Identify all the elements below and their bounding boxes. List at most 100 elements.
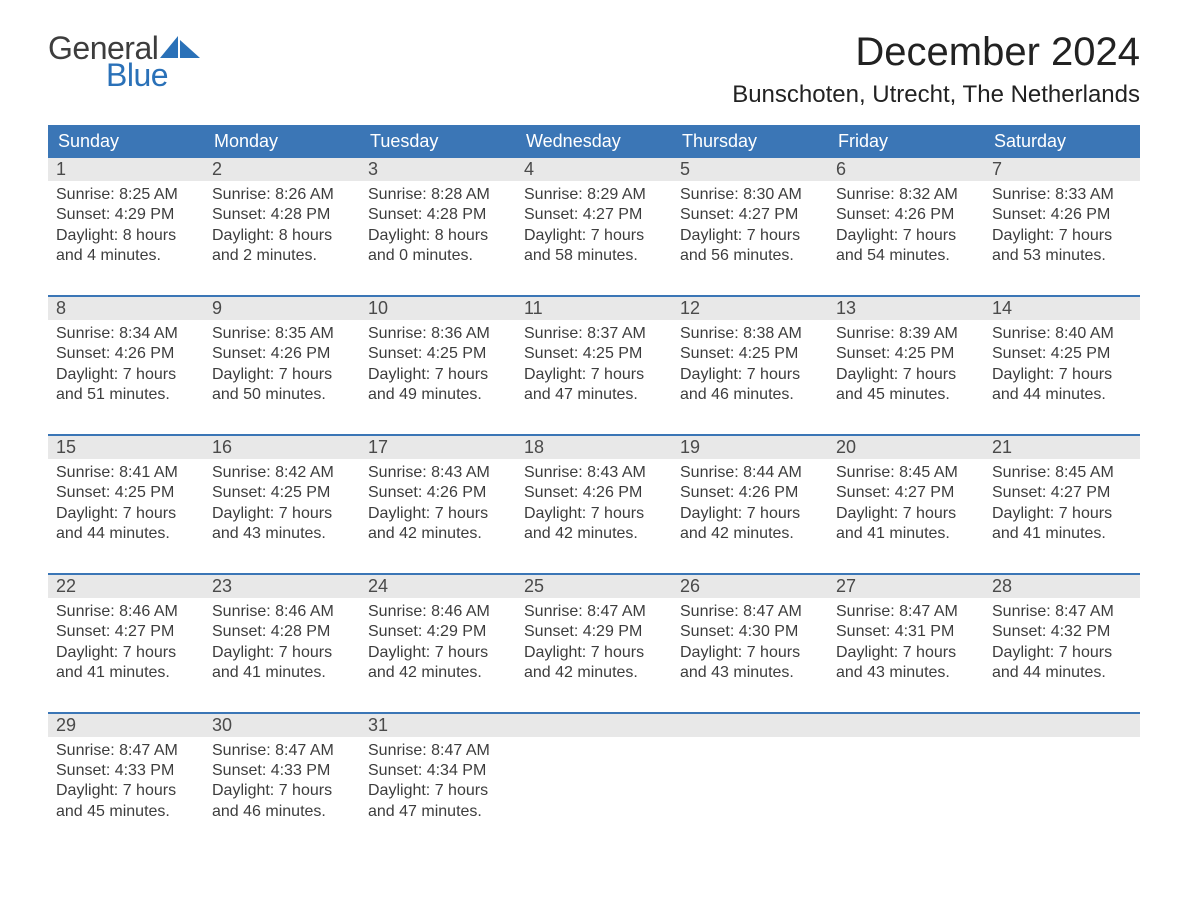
day-data-cell: Sunrise: 8:30 AMSunset: 4:27 PMDaylight:… bbox=[672, 181, 828, 296]
day-number-cell: 2 bbox=[204, 158, 360, 181]
day-data-row: Sunrise: 8:46 AMSunset: 4:27 PMDaylight:… bbox=[48, 598, 1140, 713]
sunrise-line: Sunrise: 8:46 AM bbox=[56, 602, 196, 622]
day-number-cell: 28 bbox=[984, 575, 1140, 598]
sunrise-line: Sunrise: 8:47 AM bbox=[836, 602, 976, 622]
daylight-line: Daylight: 7 hours and 41 minutes. bbox=[992, 504, 1132, 545]
day-number-cell: 15 bbox=[48, 436, 204, 459]
day-number-row: 1234567 bbox=[48, 158, 1140, 181]
day-data-cell: Sunrise: 8:47 AMSunset: 4:33 PMDaylight:… bbox=[204, 737, 360, 833]
sunrise-line: Sunrise: 8:43 AM bbox=[524, 463, 664, 483]
sunset-line: Sunset: 4:29 PM bbox=[368, 622, 508, 642]
sunrise-line: Sunrise: 8:44 AM bbox=[680, 463, 820, 483]
day-of-week-header: Wednesday bbox=[516, 125, 672, 158]
day-data-cell: Sunrise: 8:47 AMSunset: 4:32 PMDaylight:… bbox=[984, 598, 1140, 713]
day-number-cell bbox=[672, 714, 828, 737]
day-of-week-header: Friday bbox=[828, 125, 984, 158]
daylight-line: Daylight: 7 hours and 54 minutes. bbox=[836, 226, 976, 267]
daylight-line: Daylight: 8 hours and 4 minutes. bbox=[56, 226, 196, 267]
day-number-cell: 18 bbox=[516, 436, 672, 459]
days-of-week-row: SundayMondayTuesdayWednesdayThursdayFrid… bbox=[48, 125, 1140, 158]
day-number-cell: 3 bbox=[360, 158, 516, 181]
daylight-line: Daylight: 7 hours and 42 minutes. bbox=[524, 643, 664, 684]
day-data-cell: Sunrise: 8:44 AMSunset: 4:26 PMDaylight:… bbox=[672, 459, 828, 574]
day-data-cell: Sunrise: 8:29 AMSunset: 4:27 PMDaylight:… bbox=[516, 181, 672, 296]
sunset-line: Sunset: 4:25 PM bbox=[56, 483, 196, 503]
sunrise-line: Sunrise: 8:47 AM bbox=[56, 741, 196, 761]
day-number-row: 15161718192021 bbox=[48, 436, 1140, 459]
sunset-line: Sunset: 4:27 PM bbox=[992, 483, 1132, 503]
day-data-cell: Sunrise: 8:43 AMSunset: 4:26 PMDaylight:… bbox=[516, 459, 672, 574]
daylight-line: Daylight: 7 hours and 45 minutes. bbox=[836, 365, 976, 406]
daylight-line: Daylight: 7 hours and 51 minutes. bbox=[56, 365, 196, 406]
day-number-cell: 31 bbox=[360, 714, 516, 737]
daylight-line: Daylight: 7 hours and 46 minutes. bbox=[680, 365, 820, 406]
sunrise-line: Sunrise: 8:47 AM bbox=[680, 602, 820, 622]
sunset-line: Sunset: 4:30 PM bbox=[680, 622, 820, 642]
sunset-line: Sunset: 4:34 PM bbox=[368, 761, 508, 781]
sunset-line: Sunset: 4:25 PM bbox=[992, 344, 1132, 364]
daylight-line: Daylight: 7 hours and 44 minutes. bbox=[992, 365, 1132, 406]
sunset-line: Sunset: 4:28 PM bbox=[212, 622, 352, 642]
day-data-cell: Sunrise: 8:40 AMSunset: 4:25 PMDaylight:… bbox=[984, 320, 1140, 435]
day-data-cell: Sunrise: 8:47 AMSunset: 4:29 PMDaylight:… bbox=[516, 598, 672, 713]
month-title: December 2024 bbox=[732, 30, 1140, 75]
day-number-row: 891011121314 bbox=[48, 297, 1140, 320]
daylight-line: Daylight: 7 hours and 49 minutes. bbox=[368, 365, 508, 406]
daylight-line: Daylight: 7 hours and 58 minutes. bbox=[524, 226, 664, 267]
day-data-cell: Sunrise: 8:34 AMSunset: 4:26 PMDaylight:… bbox=[48, 320, 204, 435]
sunset-line: Sunset: 4:25 PM bbox=[212, 483, 352, 503]
daylight-line: Daylight: 7 hours and 46 minutes. bbox=[212, 781, 352, 822]
sunset-line: Sunset: 4:26 PM bbox=[212, 344, 352, 364]
sunrise-line: Sunrise: 8:34 AM bbox=[56, 324, 196, 344]
daylight-line: Daylight: 7 hours and 47 minutes. bbox=[524, 365, 664, 406]
daylight-line: Daylight: 8 hours and 2 minutes. bbox=[212, 226, 352, 267]
day-data-cell bbox=[828, 737, 984, 833]
day-data-cell: Sunrise: 8:38 AMSunset: 4:25 PMDaylight:… bbox=[672, 320, 828, 435]
sunset-line: Sunset: 4:25 PM bbox=[836, 344, 976, 364]
sunset-line: Sunset: 4:29 PM bbox=[524, 622, 664, 642]
sunset-line: Sunset: 4:27 PM bbox=[56, 622, 196, 642]
calendar-table: SundayMondayTuesdayWednesdayThursdayFrid… bbox=[48, 125, 1140, 832]
sunset-line: Sunset: 4:28 PM bbox=[368, 205, 508, 225]
day-data-cell: Sunrise: 8:46 AMSunset: 4:27 PMDaylight:… bbox=[48, 598, 204, 713]
sunrise-line: Sunrise: 8:47 AM bbox=[992, 602, 1132, 622]
day-number-cell: 19 bbox=[672, 436, 828, 459]
sunrise-line: Sunrise: 8:43 AM bbox=[368, 463, 508, 483]
day-number-cell: 25 bbox=[516, 575, 672, 598]
sunset-line: Sunset: 4:33 PM bbox=[212, 761, 352, 781]
daylight-line: Daylight: 7 hours and 42 minutes. bbox=[368, 643, 508, 684]
daylight-line: Daylight: 7 hours and 56 minutes. bbox=[680, 226, 820, 267]
daylight-line: Daylight: 8 hours and 0 minutes. bbox=[368, 226, 508, 267]
day-number-cell: 30 bbox=[204, 714, 360, 737]
day-number-cell: 26 bbox=[672, 575, 828, 598]
day-data-row: Sunrise: 8:34 AMSunset: 4:26 PMDaylight:… bbox=[48, 320, 1140, 435]
sunrise-line: Sunrise: 8:46 AM bbox=[368, 602, 508, 622]
day-number-cell: 7 bbox=[984, 158, 1140, 181]
daylight-line: Daylight: 7 hours and 43 minutes. bbox=[836, 643, 976, 684]
day-number-cell: 5 bbox=[672, 158, 828, 181]
sunrise-line: Sunrise: 8:36 AM bbox=[368, 324, 508, 344]
daylight-line: Daylight: 7 hours and 44 minutes. bbox=[992, 643, 1132, 684]
sunrise-line: Sunrise: 8:29 AM bbox=[524, 185, 664, 205]
day-number-cell: 29 bbox=[48, 714, 204, 737]
daylight-line: Daylight: 7 hours and 50 minutes. bbox=[212, 365, 352, 406]
day-data-cell: Sunrise: 8:25 AMSunset: 4:29 PMDaylight:… bbox=[48, 181, 204, 296]
daylight-line: Daylight: 7 hours and 44 minutes. bbox=[56, 504, 196, 545]
daylight-line: Daylight: 7 hours and 41 minutes. bbox=[212, 643, 352, 684]
sunrise-line: Sunrise: 8:32 AM bbox=[836, 185, 976, 205]
day-data-cell: Sunrise: 8:33 AMSunset: 4:26 PMDaylight:… bbox=[984, 181, 1140, 296]
sunrise-line: Sunrise: 8:38 AM bbox=[680, 324, 820, 344]
day-number-cell: 1 bbox=[48, 158, 204, 181]
day-data-cell: Sunrise: 8:43 AMSunset: 4:26 PMDaylight:… bbox=[360, 459, 516, 574]
sunset-line: Sunset: 4:29 PM bbox=[56, 205, 196, 225]
sunrise-line: Sunrise: 8:37 AM bbox=[524, 324, 664, 344]
day-data-cell: Sunrise: 8:32 AMSunset: 4:26 PMDaylight:… bbox=[828, 181, 984, 296]
sunset-line: Sunset: 4:26 PM bbox=[836, 205, 976, 225]
sunrise-line: Sunrise: 8:39 AM bbox=[836, 324, 976, 344]
day-data-cell: Sunrise: 8:47 AMSunset: 4:31 PMDaylight:… bbox=[828, 598, 984, 713]
sunset-line: Sunset: 4:27 PM bbox=[524, 205, 664, 225]
day-number-row: 22232425262728 bbox=[48, 575, 1140, 598]
sunrise-line: Sunrise: 8:40 AM bbox=[992, 324, 1132, 344]
sunrise-line: Sunrise: 8:35 AM bbox=[212, 324, 352, 344]
daylight-line: Daylight: 7 hours and 45 minutes. bbox=[56, 781, 196, 822]
